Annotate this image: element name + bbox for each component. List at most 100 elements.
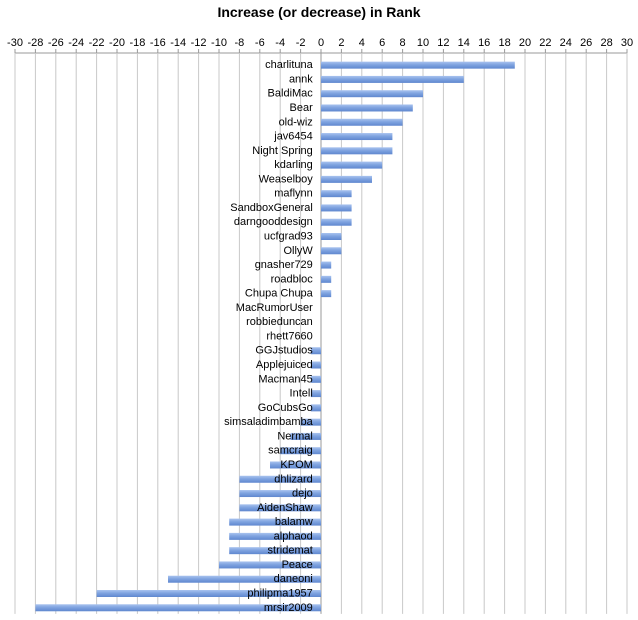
category-label: Applejuiced	[256, 359, 313, 371]
category-label: stridemat	[268, 545, 313, 557]
bar	[229, 532, 321, 540]
x-tick-label: -12	[191, 37, 207, 49]
category-label: GGJstudios	[255, 345, 313, 357]
category-label: Bear	[290, 102, 314, 114]
category-label: annk	[289, 73, 313, 85]
x-tick-label: 30	[621, 37, 633, 49]
bar	[290, 432, 321, 440]
bar	[321, 75, 464, 83]
x-tick-label: -2	[296, 37, 306, 49]
category-label: philipma1957	[247, 588, 312, 600]
x-tick-label: 14	[458, 37, 470, 49]
x-tick-label: 18	[498, 37, 510, 49]
category-label: Macman45	[258, 373, 312, 385]
bar	[229, 547, 321, 555]
bar	[321, 204, 352, 212]
category-label: gnasher729	[255, 259, 313, 271]
category-label: SandboxGeneral	[230, 202, 313, 214]
category-label: MacRumorUser	[236, 302, 313, 314]
x-tick-label: 12	[437, 37, 449, 49]
bar	[321, 147, 393, 155]
bar	[321, 218, 352, 226]
category-label: samcraig	[268, 445, 313, 457]
x-tick-label: -8	[235, 37, 245, 49]
category-label: mrsir2009	[264, 602, 313, 614]
bar	[321, 104, 413, 112]
x-tick-label: 8	[400, 37, 406, 49]
x-tick-label: 10	[417, 37, 429, 49]
category-label: darngooddesign	[234, 216, 313, 228]
bar	[219, 561, 321, 569]
bar	[310, 375, 321, 383]
bar	[321, 190, 352, 198]
category-label: kdarling	[274, 159, 313, 171]
category-label: rhett7660	[266, 330, 312, 342]
category-label: daneoni	[274, 573, 313, 585]
category-label: dhlizard	[274, 473, 313, 485]
category-label: dejo	[292, 488, 313, 500]
bar	[168, 575, 321, 583]
category-label: KPOM	[280, 459, 312, 471]
category-label: balamw	[275, 516, 313, 528]
category-label: alphaod	[274, 530, 313, 542]
category-label: Chupa Chupa	[245, 288, 314, 300]
x-tick-label: -10	[211, 37, 227, 49]
category-label: AidenShaw	[257, 502, 313, 514]
bar	[35, 604, 322, 612]
bar	[270, 461, 321, 469]
x-tick-label: -28	[27, 37, 43, 49]
x-tick-label: 28	[600, 37, 612, 49]
category-label: Weaselboy	[259, 173, 314, 185]
x-tick-label: -30	[7, 37, 23, 49]
category-label: charlituna	[265, 59, 314, 71]
x-tick-label: -24	[68, 37, 84, 49]
category-label: BaldiMac	[268, 88, 314, 100]
bar	[321, 61, 515, 69]
x-tick-label: 26	[580, 37, 592, 49]
x-tick-label: -22	[89, 37, 105, 49]
category-label: Intell	[290, 388, 313, 400]
bar	[239, 490, 321, 498]
x-tick-label: 4	[359, 37, 365, 49]
category-label: ucfgrad93	[264, 231, 313, 243]
bar	[310, 390, 321, 398]
bar	[300, 418, 321, 426]
x-tick-label: 0	[318, 37, 324, 49]
category-label: simsaladimbamba	[224, 416, 314, 428]
x-tick-label: 24	[560, 37, 572, 49]
bar	[321, 175, 372, 183]
bar	[310, 404, 321, 412]
category-label: Nermal	[277, 430, 312, 442]
x-tick-label: -20	[109, 37, 125, 49]
bar	[321, 133, 393, 141]
bar	[321, 247, 342, 255]
x-tick-label: -6	[255, 37, 265, 49]
x-tick-label: 20	[519, 37, 531, 49]
category-label: robbieduncan	[246, 316, 313, 328]
bar	[321, 90, 423, 98]
x-tick-label: 2	[338, 37, 344, 49]
x-tick-label: 6	[379, 37, 385, 49]
category-label: Night Spring	[252, 145, 313, 157]
x-tick-label: -14	[170, 37, 186, 49]
x-tick-label: -4	[275, 37, 285, 49]
x-tick-label: -18	[129, 37, 145, 49]
bar	[321, 261, 332, 269]
bar	[310, 361, 321, 369]
bar	[321, 233, 342, 240]
category-label: roadbloc	[271, 273, 314, 285]
x-tick-label: -16	[150, 37, 166, 49]
bar	[321, 290, 332, 298]
category-label: old-wiz	[279, 116, 313, 128]
category-label: maflynn	[274, 188, 313, 200]
category-label: Peace	[282, 559, 313, 571]
bar	[239, 475, 321, 483]
bar	[321, 118, 403, 126]
bar	[321, 161, 383, 169]
category-label: jav6454	[273, 131, 313, 143]
bar	[280, 447, 321, 455]
bar	[239, 504, 321, 512]
x-tick-label: 22	[539, 37, 551, 49]
